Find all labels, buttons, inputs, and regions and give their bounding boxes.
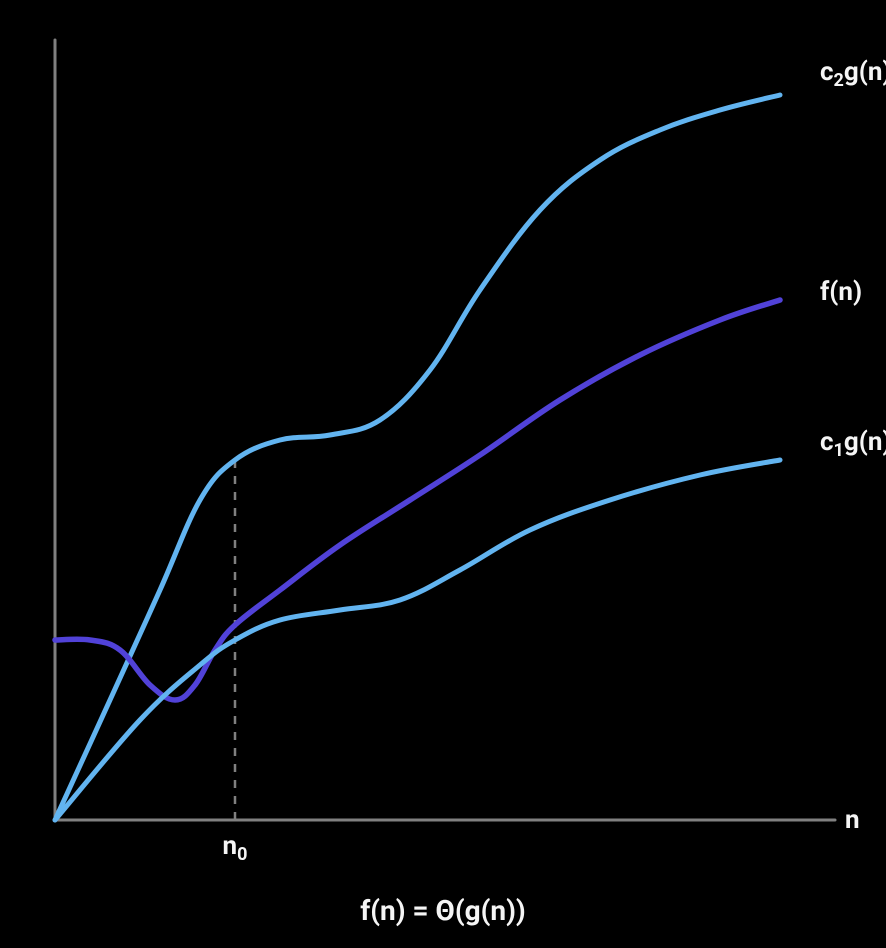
theta-notation-chart: n n0 c2g(n) f(n) c1g(n) f(n) = Θ(g(n)) [0,0,886,948]
f-label: f(n) [820,277,862,307]
curve-c2g [55,95,780,820]
curve-f [55,300,780,700]
n0-label: n0 [223,831,248,865]
c1g-label: c1g(n) [820,427,886,461]
curve-c1g [55,460,780,820]
c2g-label: c2g(n) [820,57,886,91]
x-axis-label: n [845,805,860,835]
caption: f(n) = Θ(g(n)) [360,894,526,927]
chart-canvas: n n0 c2g(n) f(n) c1g(n) f(n) = Θ(g(n)) [0,0,886,948]
